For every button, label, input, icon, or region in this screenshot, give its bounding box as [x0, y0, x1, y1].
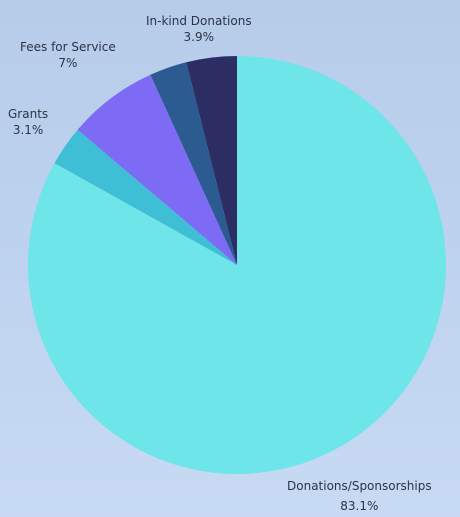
slice-in-kind-donations-4 — [186, 55, 237, 265]
label-in-kind-donations: In-kind Donations 3.9% — [146, 14, 252, 44]
pie-slices — [27, 55, 446, 475]
slice-fees-for-service-2 — [77, 74, 238, 265]
label-grants: Grants 3.1% — [8, 107, 49, 137]
label-fees-for-service: Fees for Service 7% — [20, 40, 116, 70]
label-donations-sponsorships: Donations/Sponsorships 83.1% — [287, 479, 432, 513]
slice-unlabeled-3 — [150, 62, 237, 265]
slice-grants-1 — [54, 129, 237, 265]
slice-donations-sponsorships-0 — [27, 56, 446, 475]
